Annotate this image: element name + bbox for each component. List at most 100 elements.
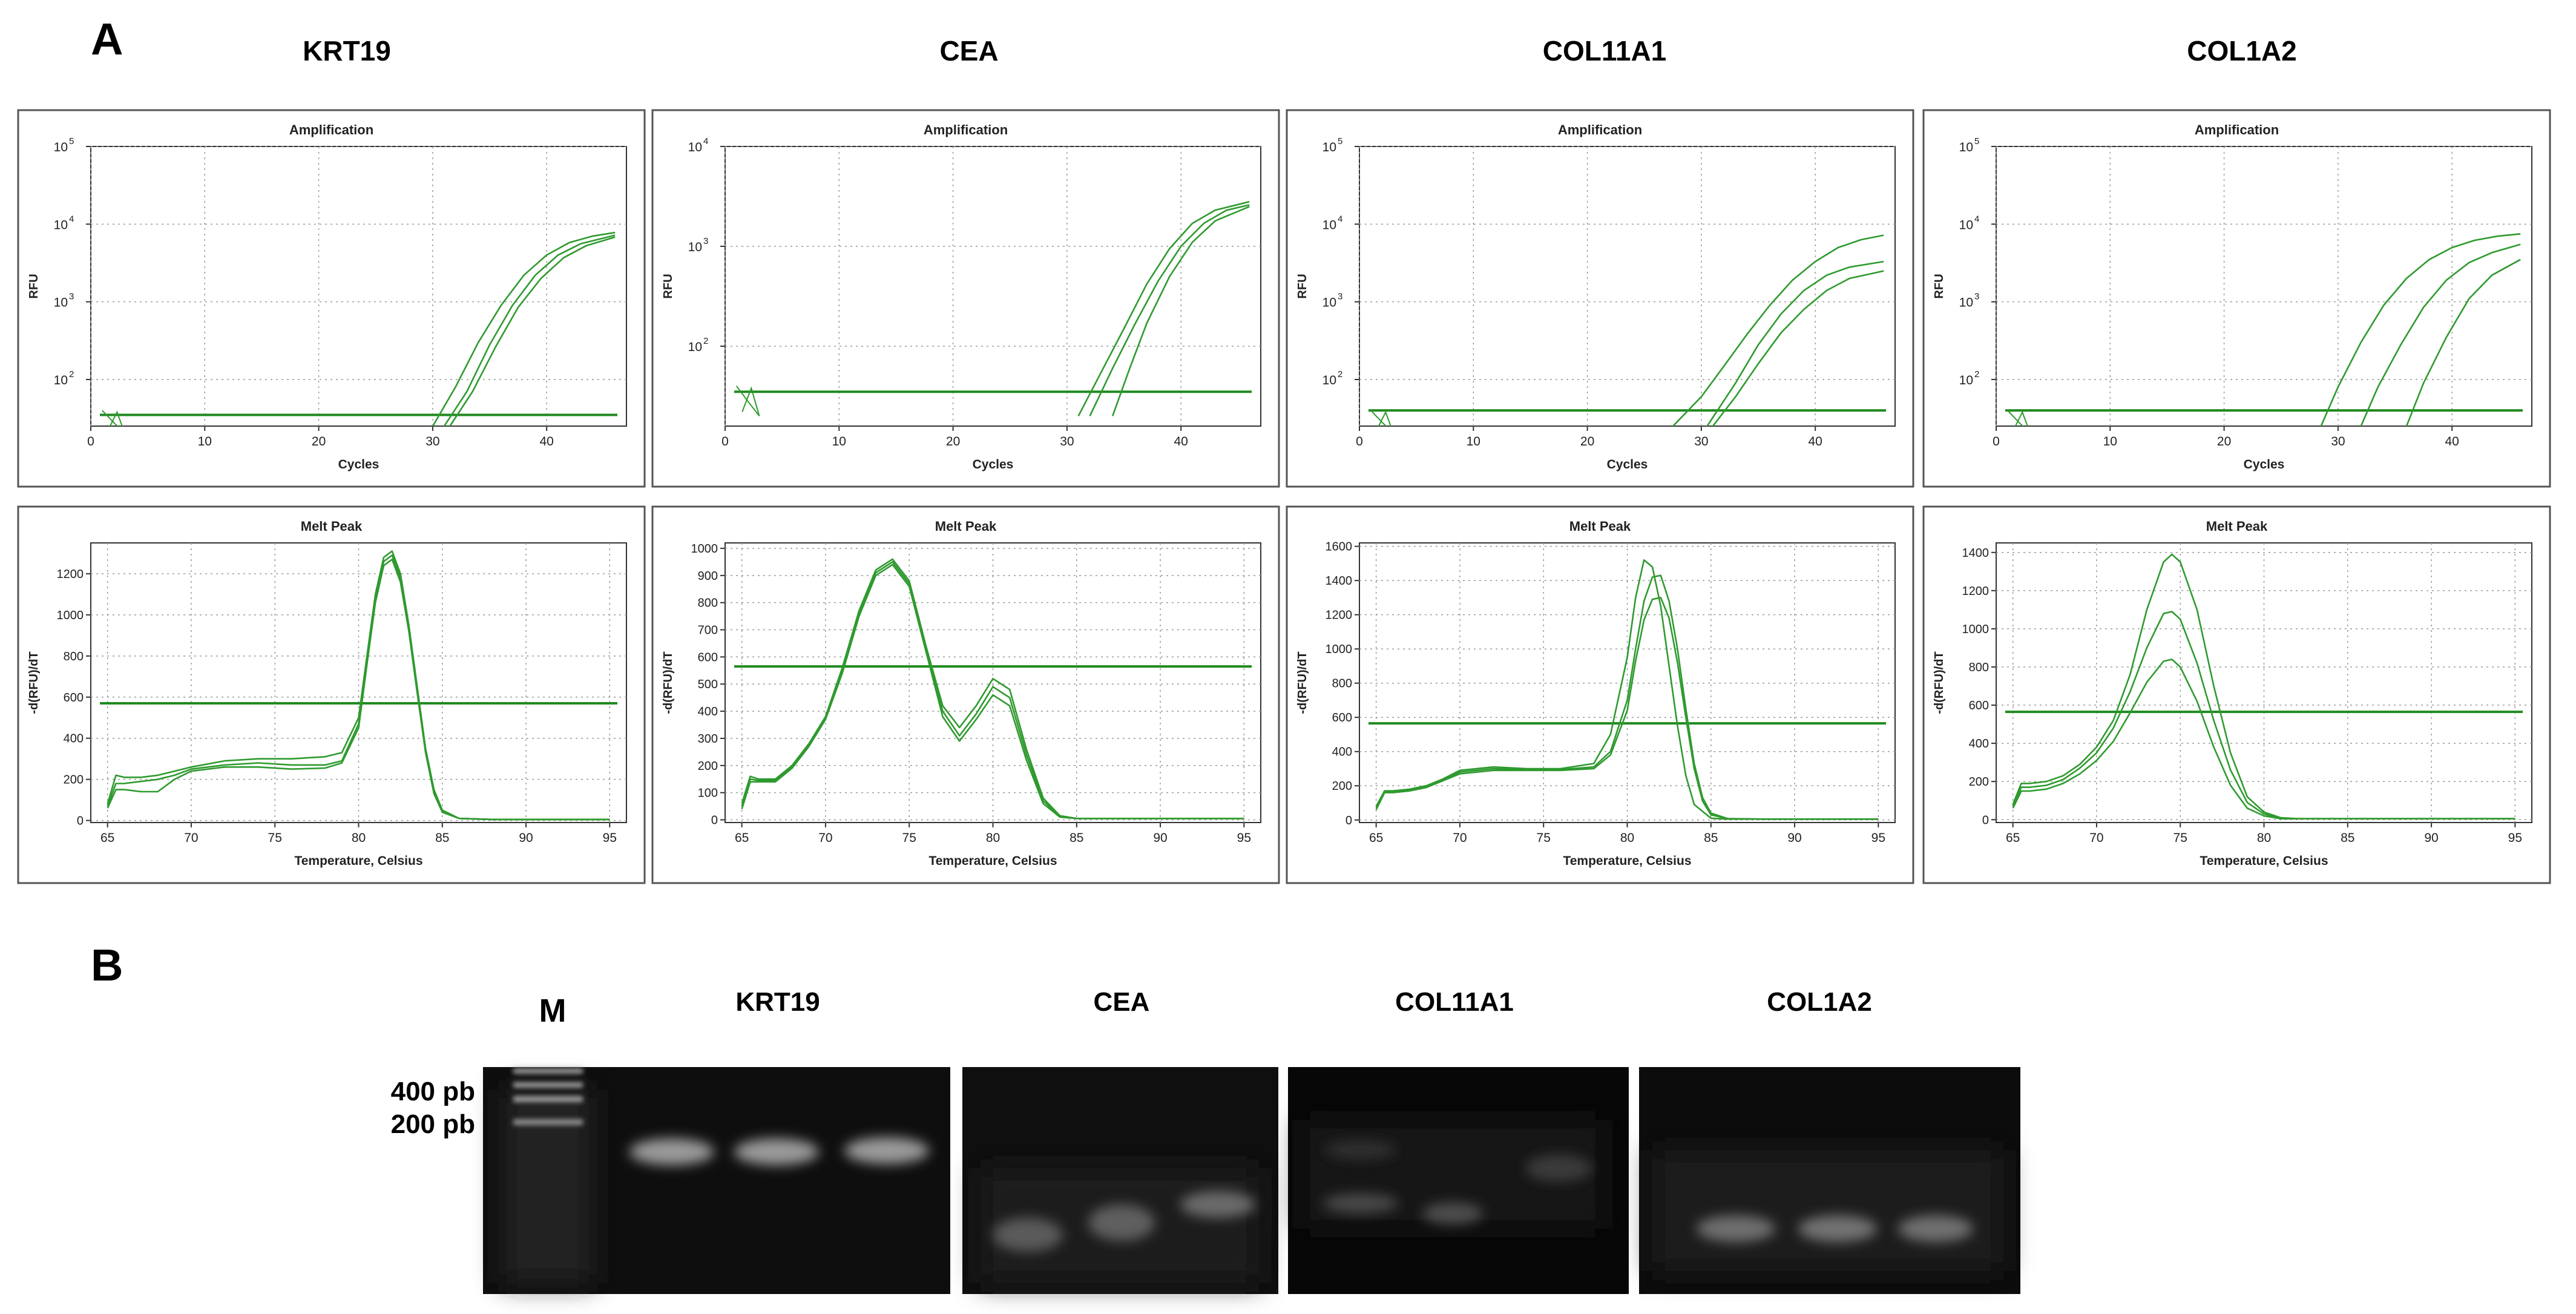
noise-trace [2014, 410, 2028, 426]
x-tick-label: 95 [1871, 831, 1885, 845]
y-tick-label: 400 [698, 705, 718, 718]
melt-peak-chart-col1a2: Melt Peak 65 70 75 80 85 90 95 0 200 400 600 800 1000… [1922, 505, 2551, 884]
series-line-3 [2012, 659, 2515, 820]
x-axis-label: Cycles [973, 458, 1014, 471]
x-axis-label: Cycles [2244, 458, 2285, 471]
x-tick-label: 10 [1467, 435, 1480, 448]
series-line-1 [1672, 234, 1884, 426]
y-tick-label: 10 [1322, 296, 1336, 310]
x-tick-label: 85 [435, 831, 449, 845]
x-tick-label: 85 [1070, 831, 1083, 845]
y-tick-label: 10 [1959, 373, 1973, 387]
gene-header-cea: CEA [939, 35, 998, 67]
ladder-band [513, 1082, 583, 1088]
gel-lane-label-col1a2: COL1A2 [1767, 987, 1872, 1017]
y-tick-exponent: 4 [703, 136, 708, 146]
noise-trace [1370, 410, 1387, 426]
chart-title: Melt Peak [935, 519, 997, 534]
gel-size-label-200: 200 pb [391, 1109, 475, 1139]
x-tick-label: 80 [2257, 831, 2271, 845]
x-tick-label: 0 [87, 435, 94, 448]
gel-lane-label-cea: CEA [1094, 987, 1150, 1017]
melt-peak-chart-col11a1: Melt Peak 65 70 75 80 85 90 95 0 200 400 600 800 1000… [1286, 505, 1914, 884]
x-tick-label: 20 [2217, 435, 2231, 448]
y-tick-exponent: 3 [1974, 292, 1979, 302]
gel-band-col1a2-2 [1798, 1215, 1877, 1242]
noise-trace [1378, 410, 1392, 426]
x-tick-label: 40 [1174, 435, 1188, 448]
noise-trace [109, 410, 123, 426]
x-tick-label: 20 [946, 435, 960, 448]
y-tick-exponent: 3 [69, 292, 74, 302]
y-tick-label: 800 [64, 650, 84, 663]
gel-ladder [513, 1068, 583, 1125]
x-tick-label: 95 [603, 831, 617, 845]
y-tick-label: 1000 [691, 542, 718, 556]
x-axis-label: Temperature, Celsius [928, 854, 1057, 868]
series-line-2 [2360, 243, 2521, 426]
y-tick-exponent: 5 [69, 136, 74, 146]
y-tick-label: 1200 [1962, 585, 1990, 598]
x-axis-label: Temperature, Celsius [2200, 854, 2328, 868]
x-tick-label: 70 [1453, 831, 1467, 845]
y-tick-exponent: 2 [69, 369, 74, 379]
x-tick-label: 40 [2445, 435, 2459, 448]
x-axis-label: Temperature, Celsius [294, 854, 422, 868]
x-tick-label: 90 [519, 831, 533, 845]
chart-title: Amplification [289, 122, 373, 137]
series-line-3 [107, 558, 610, 821]
noise-trace [102, 410, 119, 426]
gel-band-krt19-2 [734, 1138, 819, 1165]
y-tick-label: 0 [77, 815, 84, 828]
x-tick-label: 85 [1704, 831, 1718, 845]
y-tick-label: 400 [1969, 737, 1989, 751]
y-tick-label: 500 [698, 678, 718, 691]
noise-trace [741, 386, 760, 416]
x-tick-label: 75 [268, 831, 282, 845]
x-tick-label: 90 [1153, 831, 1167, 845]
gel-band-krt19-1 [629, 1138, 714, 1165]
chart-frame [1286, 109, 1914, 488]
gel-marker-label: M [539, 993, 567, 1029]
y-tick-label: 1600 [1326, 540, 1353, 554]
series-line-1 [1375, 559, 1879, 820]
series-line-2 [2012, 611, 2515, 820]
y-tick-label: 10 [1322, 373, 1336, 387]
chart-title: Amplification [924, 122, 1008, 137]
y-tick-label: 1000 [1326, 643, 1353, 656]
y-axis-label: RFU [27, 274, 41, 298]
y-axis-label: -d(RFU)/dT [1933, 651, 1946, 714]
chart-frame [651, 109, 1280, 488]
y-tick-exponent: 4 [1338, 214, 1342, 224]
y-tick-exponent: 3 [703, 236, 708, 246]
x-tick-label: 95 [1237, 831, 1251, 845]
y-tick-label: 1000 [1962, 623, 1990, 636]
plot-content [2005, 233, 2523, 426]
x-tick-label: 70 [2089, 831, 2103, 845]
series-line-2 [1706, 260, 1884, 426]
x-axis-label: Temperature, Celsius [1563, 854, 1691, 868]
x-axis-label: Cycles [338, 458, 380, 471]
ladder-band [513, 1068, 583, 1074]
y-tick-label: 10 [688, 240, 702, 254]
plot-content [1368, 559, 1886, 820]
gene-headers: KRT19 CEA COL11A1 COL1A2 [303, 35, 2297, 67]
chart-title: Melt Peak [2206, 519, 2268, 534]
plot-content [100, 231, 617, 426]
y-tick-label: 1400 [1326, 574, 1353, 588]
y-tick-label: 200 [1969, 775, 1989, 789]
x-tick-label: 80 [986, 831, 1000, 845]
series-line-2 [1089, 204, 1250, 416]
x-tick-label: 75 [902, 831, 916, 845]
y-tick-exponent: 3 [1338, 292, 1342, 302]
chart-frame [1922, 109, 2551, 488]
y-tick-label: 1200 [57, 568, 84, 581]
x-axis-label: Cycles [1607, 458, 1648, 471]
y-tick-label: 1000 [57, 609, 84, 622]
series-line-3 [1375, 597, 1879, 820]
y-tick-label: 10 [1322, 218, 1336, 232]
gel-band-cea-3 [1180, 1191, 1255, 1218]
